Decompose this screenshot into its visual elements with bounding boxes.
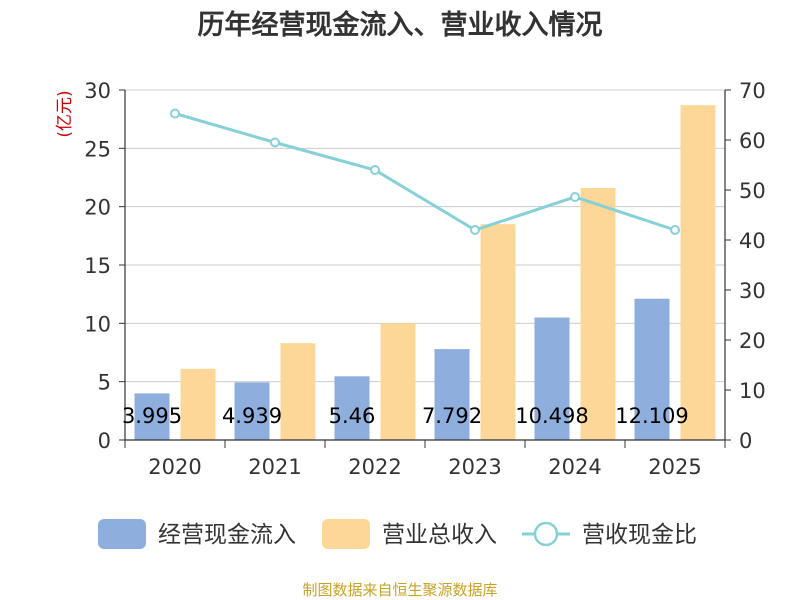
legend-label: 营业总收入 [382, 522, 497, 548]
y-axis-tick-label: 5 [98, 371, 111, 395]
y2-axis-tick-label: 20 [739, 329, 766, 353]
bar-revenue [480, 224, 516, 440]
legend-label: 经营现金流入 [158, 522, 296, 548]
y-axis-tick-label: 0 [98, 429, 111, 453]
ratio-point [370, 165, 380, 175]
bar-revenue [180, 368, 216, 440]
y-axis-tick-label: 10 [84, 312, 111, 336]
ratio-point [670, 225, 680, 235]
chart-title: 历年经营现金流入、营业收入情况 [198, 9, 603, 41]
ratio-point [270, 137, 280, 148]
legend-swatch-marker [533, 521, 559, 547]
bar-value-label: 3.995 [122, 404, 182, 428]
bar-cash-inflow [634, 298, 670, 440]
ratio-point [170, 108, 180, 119]
bars [134, 105, 716, 441]
x-axis-tick-label: 2023 [448, 455, 501, 479]
y-axis-tick-label: 20 [84, 196, 111, 220]
bar-cash-inflow [534, 317, 570, 440]
bar-revenue [580, 188, 616, 440]
y2-axis-tick-label: 10 [739, 379, 766, 403]
y2-axis-tick-label: 60 [739, 129, 766, 153]
bar-cash-inflow [334, 376, 370, 440]
y-axis-tick-label: 15 [84, 254, 111, 278]
bar-value-label: 4.939 [222, 404, 282, 428]
bar-labels: 3.995 4.939 5.46 7.792 10.498 12.109 [122, 404, 689, 428]
bar-value-label: 7.792 [422, 404, 482, 428]
bar-value-label: 5.46 [329, 404, 376, 428]
legend-swatch [322, 519, 370, 549]
y2-axis-tick-label: 40 [739, 229, 766, 253]
y-axis-tick-label: 25 [84, 137, 111, 161]
y2-axis-tick-label: 0 [739, 429, 752, 453]
bar-revenue [280, 343, 316, 440]
ratio-line [170, 108, 680, 235]
bar-revenue [680, 105, 716, 441]
bar-cash-inflow [434, 349, 470, 440]
ratio-point [470, 225, 480, 235]
data-source-note: 制图数据来自恒生聚源数据库 [302, 581, 497, 599]
ratio-series-line [174, 112, 676, 232]
bar-revenue [380, 323, 416, 440]
x-axis-tick-label: 2024 [548, 455, 601, 479]
y2-axis-tick-label: 50 [739, 179, 766, 203]
x-axis-tick-label: 2021 [248, 455, 301, 479]
x-axis-tick-label: 2022 [348, 455, 401, 479]
y2-axis-tick-label: 30 [739, 279, 766, 303]
legend-swatch [98, 519, 146, 549]
x-axis-tick-label: 2020 [148, 455, 201, 479]
bar-cash-inflow [234, 382, 270, 440]
bar-cash-inflow [134, 393, 170, 440]
ratio-point [570, 192, 580, 202]
y-axis-tick-label: 30 [84, 79, 111, 103]
y2-axis-tick-label: 70 [739, 79, 766, 103]
y-axis-unit: (亿元) [55, 90, 75, 137]
bar-value-label: 10.498 [515, 404, 588, 428]
grid-lines [125, 89, 725, 383]
legend[interactable]: 经营现金流入 营业总收入 营收现金比 [98, 519, 697, 549]
x-axis-tick-label: 2025 [648, 455, 701, 479]
legend-label: 营收现金比 [582, 522, 697, 548]
bar-value-label: 12.109 [615, 404, 688, 428]
